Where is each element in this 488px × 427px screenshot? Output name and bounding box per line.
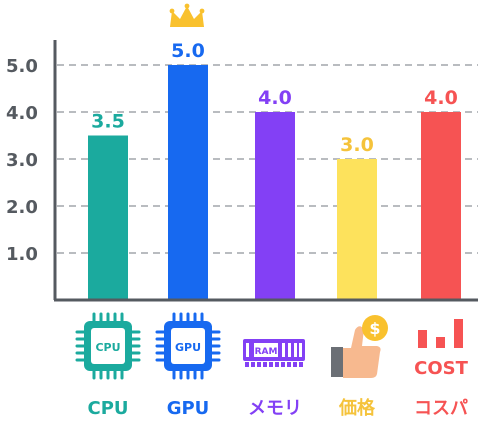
value-labels: 3.5 5.0 4.0 3.0 4.0 <box>91 40 458 156</box>
x-tick-label: GPU <box>167 398 210 419</box>
bar <box>421 112 461 300</box>
thumbs-up-coin-icon: $ <box>331 315 388 378</box>
ram-module-icon: RAM <box>243 339 305 367</box>
bar <box>255 112 295 300</box>
ram-icon-text: RAM <box>255 347 278 357</box>
x-tick-label: CPU <box>87 398 128 419</box>
data-label: 3.5 <box>91 111 125 133</box>
data-label: 5.0 <box>171 40 205 62</box>
cost-bars-icon: COST <box>414 319 469 379</box>
data-label: 3.0 <box>340 134 374 156</box>
cpu-icon-text: CPU <box>95 341 120 354</box>
x-tick-label: 価格 <box>338 397 376 419</box>
category-labels: CPU GPU メモリ 価格 コスパ <box>87 397 468 419</box>
price-icon-text: $ <box>369 319 380 338</box>
x-tick-label: コスパ <box>414 398 468 419</box>
x-tick-label: メモリ <box>248 398 302 419</box>
cost-icon-text: COST <box>414 358 468 379</box>
data-label: 4.0 <box>258 87 292 109</box>
y-tick-label: 2.0 <box>6 197 38 218</box>
y-tick-label: 3.0 <box>6 150 38 171</box>
bar <box>88 135 128 300</box>
crown-icon <box>169 3 205 27</box>
bar <box>337 159 377 300</box>
bar <box>168 65 208 300</box>
bars <box>88 65 461 300</box>
y-tick-label: 1.0 <box>6 244 38 265</box>
cpu-chip-icon: CPU <box>75 312 141 380</box>
y-tick-label: 5.0 <box>6 56 38 77</box>
y-tick-label: 4.0 <box>6 103 38 124</box>
gpu-chip-icon: GPU <box>155 312 221 380</box>
data-label: 4.0 <box>424 87 458 109</box>
gpu-icon-text: GPU <box>175 341 201 354</box>
y-tick-labels: 1.0 2.0 3.0 4.0 5.0 <box>6 56 38 265</box>
